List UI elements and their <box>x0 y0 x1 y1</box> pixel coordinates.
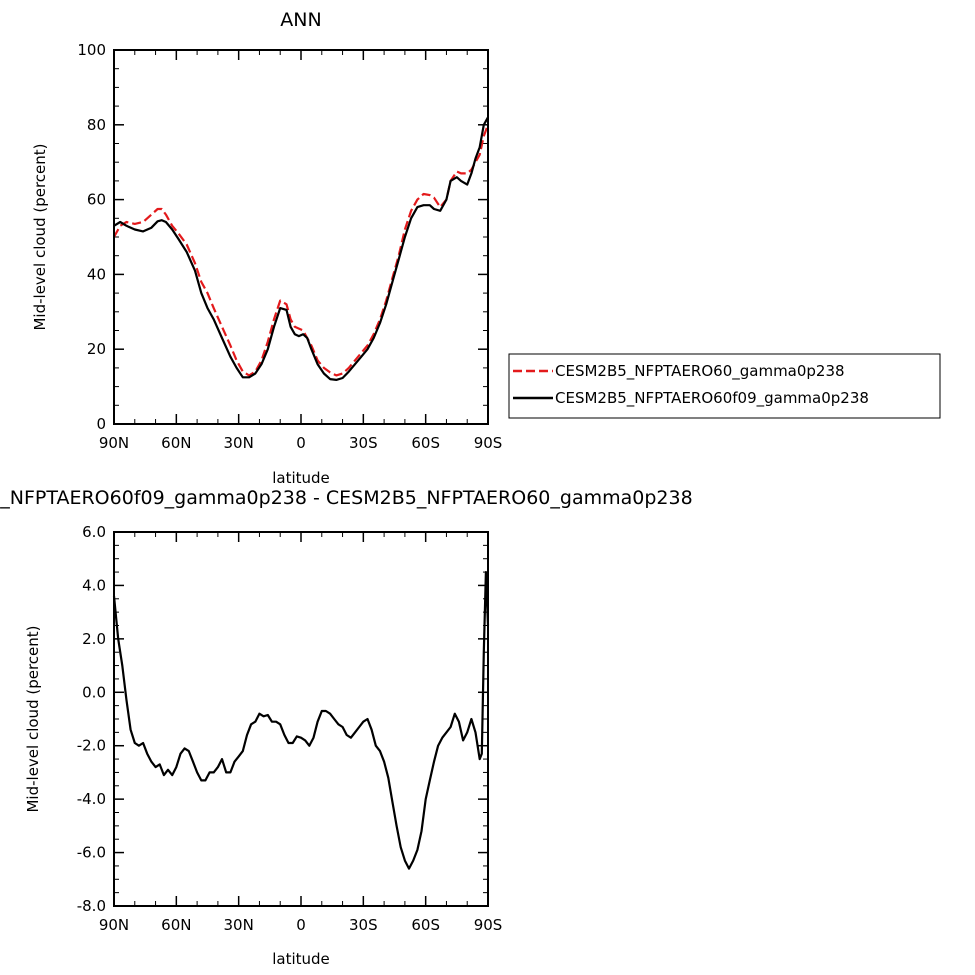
x-tick-label: 60N <box>161 916 191 934</box>
chart-title: ANN <box>280 9 321 31</box>
y-tick-label: 20 <box>87 340 106 358</box>
y-axis-title: Mid-level cloud (percent) <box>24 625 42 812</box>
series-line-1 <box>113 116 489 381</box>
y-tick-labels: -8.0 -6.0 -4.0 -2.0 0.0 2.0 4.0 6.0 <box>77 523 106 915</box>
plot-frame <box>113 531 489 907</box>
y-tick-label: -4.0 <box>77 790 106 808</box>
x-tick-label: 90N <box>99 916 129 934</box>
x-tick-label: 30S <box>349 434 378 452</box>
y-tick-label: 6.0 <box>82 523 106 541</box>
x-axis-title: latitude <box>272 469 330 487</box>
x-tick-label: 30N <box>224 434 254 452</box>
y-tick-label: 0 <box>96 415 106 433</box>
legend: CESM2B5_NFPTAERO60_gamma0p238 CESM2B5_NF… <box>508 353 941 419</box>
y-tick-label: -2.0 <box>77 737 106 755</box>
series-line-0 <box>113 124 490 377</box>
x-tick-label: 0 <box>296 434 306 452</box>
x-tick-label: 90N <box>99 434 129 452</box>
series-line-0 <box>112 570 490 870</box>
difference-panel: CESM2B5_NFPTAERO60f09_gamma0p238 - CESM2… <box>0 487 693 968</box>
series-lines <box>113 116 490 381</box>
y-tick-label: 60 <box>87 191 106 209</box>
x-tick-label: 90S <box>474 916 503 934</box>
legend-label-0: CESM2B5_NFPTAERO60_gamma0p238 <box>555 362 845 381</box>
y-tick-label: -6.0 <box>77 844 106 862</box>
y-tick-label: 100 <box>77 41 106 59</box>
x-tick-labels: 90N 60N 30N 0 30S 60S 90S <box>99 434 502 452</box>
plot-frame <box>113 49 489 425</box>
x-tick-label: 60N <box>161 434 191 452</box>
x-tick-labels: 90N 60N 30N 0 30S 60S 90S <box>99 916 502 934</box>
y-tick-label: 40 <box>87 265 106 283</box>
y-tick-label: -8.0 <box>77 897 106 915</box>
x-tick-label: 30N <box>224 916 254 934</box>
legend-box <box>508 353 941 419</box>
y-axis-title: Mid-level cloud (percent) <box>31 143 49 330</box>
x-tick-label: 30S <box>349 916 378 934</box>
tick-marks <box>113 49 489 425</box>
y-tick-label: 0.0 <box>82 683 106 701</box>
y-tick-label: 2.0 <box>82 630 106 648</box>
annual-cloud-panel: ANN 0 20 40 60 80 100 90N 60N 30N 0 30S 60S 90S lat… <box>31 9 941 487</box>
tick-marks <box>113 531 489 907</box>
x-axis-title: latitude <box>272 950 330 968</box>
x-tick-label: 60S <box>411 916 440 934</box>
chart-title: CESM2B5_NFPTAERO60f09_gamma0p238 - CESM2… <box>0 487 693 509</box>
y-tick-label: 80 <box>87 116 106 134</box>
legend-label-1: CESM2B5_NFPTAERO60f09_gamma0p238 <box>555 389 869 408</box>
x-tick-label: 0 <box>296 916 306 934</box>
x-tick-label: 60S <box>411 434 440 452</box>
x-tick-label: 90S <box>474 434 503 452</box>
y-tick-labels: 0 20 40 60 80 100 <box>77 41 106 433</box>
series-lines <box>112 570 490 870</box>
y-tick-label: 4.0 <box>82 576 106 594</box>
